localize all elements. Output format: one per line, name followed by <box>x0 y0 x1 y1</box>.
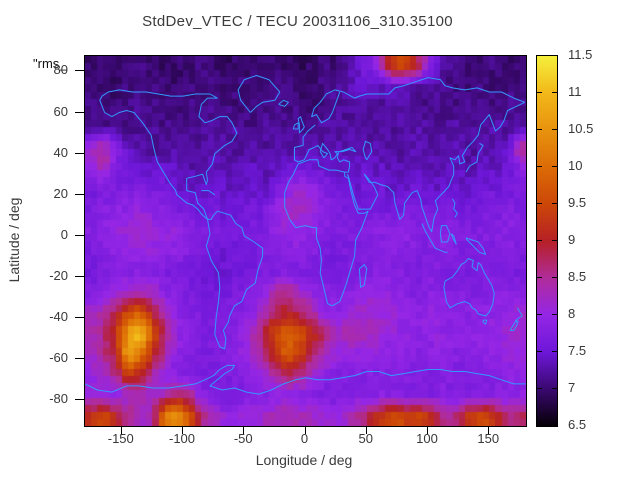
y-tick-mark <box>75 317 84 319</box>
y-tick-mark <box>75 234 84 236</box>
colorbar-tick-label: 11.5 <box>568 47 593 62</box>
colorbar-tick-mark <box>552 92 557 93</box>
y-tick-mark <box>75 399 84 401</box>
coastline-path <box>482 319 488 325</box>
coastline-path <box>99 89 238 220</box>
coastline-path <box>311 89 344 124</box>
plot-area <box>84 55 527 427</box>
coastline-path <box>294 124 357 173</box>
coastline-path <box>237 75 281 113</box>
coastline-path <box>85 364 526 395</box>
x-tick-label: 150 <box>477 431 500 446</box>
coastline-path <box>297 116 305 134</box>
x-tick-label: 100 <box>416 431 438 446</box>
colorbar-tick-mark <box>537 388 542 389</box>
coastline-path <box>358 264 368 288</box>
coastline-path <box>443 258 495 317</box>
coastline-path <box>278 99 289 107</box>
x-tick-mark <box>243 426 245 434</box>
colorbar-tick-mark <box>552 351 557 352</box>
colorbar-tick-label: 9.5 <box>568 195 587 210</box>
coastline-path <box>439 225 451 243</box>
x-tick-label: 0 <box>300 431 309 446</box>
heatmap-canvas <box>85 56 526 426</box>
colorbar-tick-label: 8.5 <box>568 269 587 284</box>
colorbar-tick-mark <box>537 277 542 278</box>
coastline-path <box>515 307 523 323</box>
y-tick-label: -40 <box>49 309 68 325</box>
y-tick-label: 60 <box>53 103 68 119</box>
x-tick-mark <box>365 426 367 434</box>
y-tick-mark <box>75 152 84 154</box>
colorbar-tick-label: 9 <box>568 232 576 247</box>
colorbar-tick-mark <box>552 314 557 315</box>
coastline-path <box>205 210 264 350</box>
colorbar-tick-label: 10 <box>568 158 583 173</box>
y-tick-label: 40 <box>53 144 68 160</box>
colorbar-tick-label: 8 <box>568 306 576 321</box>
x-tick-label: -100 <box>168 431 196 446</box>
colorbar-tick-mark <box>552 388 557 389</box>
colorbar-tick-label: 10.5 <box>568 121 594 136</box>
coastline-path <box>284 159 369 307</box>
colorbar-tick-mark <box>552 240 557 241</box>
coastline-path <box>201 190 216 196</box>
chart-title: StdDev_VTEC / TECU 20031106_310.35100 <box>142 13 453 30</box>
coastline-path <box>362 140 373 161</box>
colorbar-tick-mark <box>552 277 557 278</box>
y-tick-label: 80 <box>53 62 68 78</box>
colorbar-tick-mark <box>552 203 557 204</box>
coastline-path <box>343 77 525 103</box>
coastline-path <box>421 223 448 253</box>
y-tick-label: -60 <box>49 350 68 366</box>
colorbar <box>536 55 558 427</box>
x-axis-label: Longitude / deg <box>255 452 353 468</box>
y-tick-mark <box>75 193 84 195</box>
x-tick-label: 50 <box>358 431 373 446</box>
x-tick-mark <box>427 426 428 434</box>
y-tick-label: -80 <box>49 391 68 407</box>
x-tick-mark <box>488 426 490 434</box>
coastline-path <box>292 122 299 130</box>
y-tick-label: -20 <box>49 267 68 283</box>
x-tick-mark <box>304 426 306 434</box>
coastline-path <box>509 319 518 331</box>
y-tick-mark <box>75 275 84 277</box>
colorbar-tick-label: 7.5 <box>568 343 587 358</box>
colorbar-tick-mark <box>537 203 542 204</box>
coastline-overlay <box>85 75 526 395</box>
coastline-path <box>452 198 458 218</box>
colorbar-tick-mark <box>537 314 542 315</box>
colorbar-tick-mark <box>552 129 557 130</box>
x-tick-label: -150 <box>107 431 134 446</box>
y-tick-mark <box>75 70 84 72</box>
x-tick-mark <box>182 426 183 434</box>
colorbar-tick-mark <box>552 166 557 167</box>
colorbar-tick-mark <box>537 129 542 130</box>
colorbar-tick-label: 11 <box>568 84 582 99</box>
coastline-path <box>450 233 457 245</box>
colorbar-tick-mark <box>537 166 542 167</box>
x-tick-mark <box>120 426 122 434</box>
colorbar-tick-mark <box>537 92 542 93</box>
colorbar-tick-mark <box>537 240 542 241</box>
y-tick-label: 0 <box>60 226 68 242</box>
coastline-path <box>346 101 526 233</box>
x-tick-label: -50 <box>233 431 253 446</box>
colorbar-tick-label: 7 <box>568 380 576 395</box>
colorbar-tick-mark <box>537 351 542 352</box>
y-tick-mark <box>75 111 84 113</box>
coastline-path <box>465 237 487 255</box>
colorbar-tick-label: 6.5 <box>568 417 587 432</box>
coastline-path <box>465 142 484 173</box>
y-tick-label: 20 <box>53 185 68 201</box>
y-tick-mark <box>75 358 84 360</box>
corner-rms-label: "rms_ <box>33 56 67 71</box>
